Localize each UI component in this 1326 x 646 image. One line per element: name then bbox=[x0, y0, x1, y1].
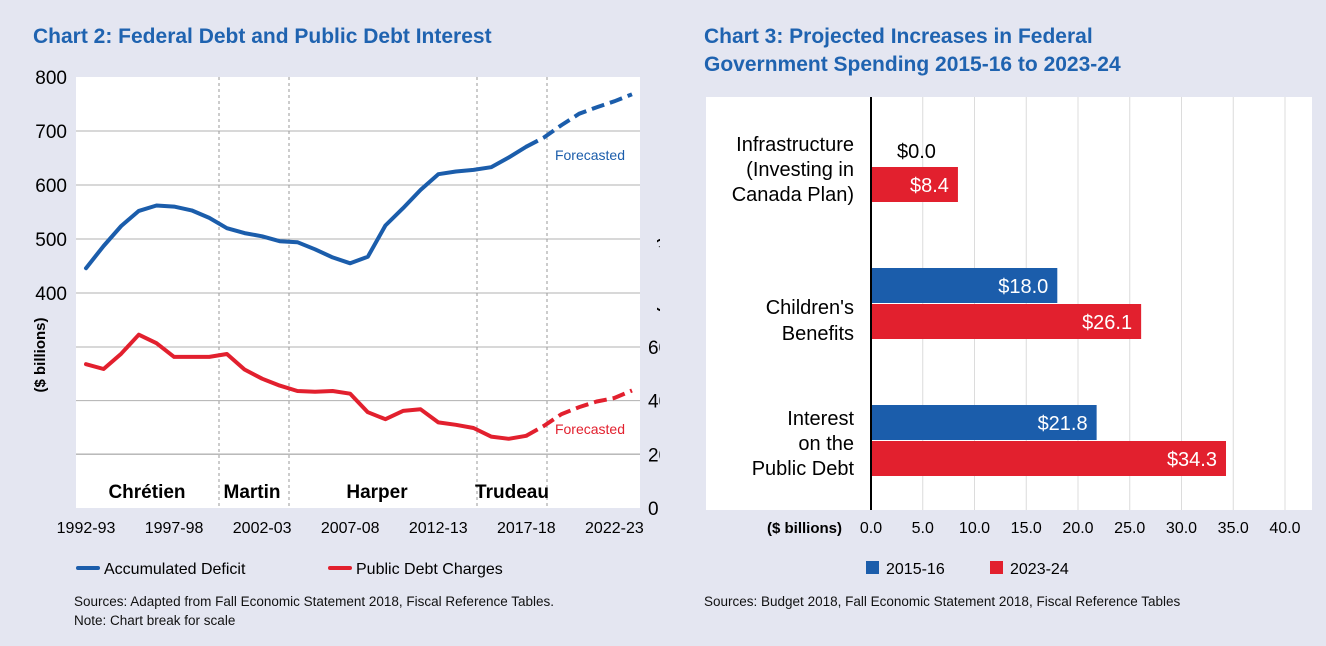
chart2-legend-label: Accumulated Deficit bbox=[104, 561, 246, 578]
chart2-forecast-annotation: Forecasted bbox=[555, 421, 625, 437]
chart2-y-right-tick-label: 60 bbox=[648, 338, 660, 359]
chart3-x-axis-title: ($ billions) bbox=[767, 520, 842, 537]
chart2-x-tick-label: 2017-18 bbox=[497, 520, 556, 537]
chart3-legend-label: 2023-24 bbox=[1010, 561, 1069, 578]
chart3-sources: Sources: Budget 2018, Fall Economic Stat… bbox=[704, 594, 1181, 609]
chart3-category-label: Infrastructure bbox=[736, 134, 854, 156]
chart2-y-right-tick-label: 20 bbox=[648, 445, 660, 466]
chart3-category-label: Benefits bbox=[782, 323, 854, 345]
chart3-bar bbox=[871, 268, 1058, 303]
chart3-bar-value-label: $18.0 bbox=[998, 276, 1048, 298]
chart2-y-right-axis-title: ($ billions) bbox=[656, 238, 660, 313]
chart3-x-tick-label: 30.0 bbox=[1166, 520, 1197, 537]
chart3-bar-value-label: $8.4 bbox=[910, 175, 949, 197]
chart2-y-left-tick-label: 400 bbox=[35, 284, 67, 305]
chart3-x-tick-label: 5.0 bbox=[912, 520, 934, 537]
chart3-category-label: (Investing in bbox=[746, 159, 854, 181]
chart3-x-tick-label: 10.0 bbox=[959, 520, 990, 537]
chart2-era-label: Trudeau bbox=[475, 482, 549, 503]
chart2-y-left-tick-label: 600 bbox=[35, 176, 67, 197]
chart2-series-line-forecast bbox=[525, 92, 633, 149]
chart2-x-tick-label: 2012-13 bbox=[409, 520, 468, 537]
chart3-bar bbox=[871, 304, 1142, 339]
chart2-y-left-tick-label: 800 bbox=[35, 68, 67, 89]
chart3-category-label: Public Debt bbox=[752, 458, 855, 480]
chart2-y-right-tick-label: 0 bbox=[648, 499, 659, 520]
chart2-x-tick-label: 2022-23 bbox=[585, 520, 644, 537]
chart2-legend-label: Public Debt Charges bbox=[356, 561, 503, 578]
chart2-note: Note: Chart break for scale bbox=[74, 613, 236, 628]
chart2-sources: Sources: Adapted from Fall Economic Stat… bbox=[74, 594, 554, 609]
chart3-bar-value-label: $26.1 bbox=[1082, 312, 1132, 334]
chart3-x-tick-label: 15.0 bbox=[1011, 520, 1042, 537]
chart3-category-label: Canada Plan) bbox=[732, 184, 854, 206]
chart3-legend-swatch bbox=[990, 561, 1003, 574]
chart2-x-tick-label: 1997-98 bbox=[145, 520, 204, 537]
chart3-title-line2: Government Spending 2015-16 to 2023-24 bbox=[704, 53, 1121, 76]
chart2-forecast-annotation: Forecasted bbox=[555, 147, 625, 163]
chart2-x-tick-label: 1992-93 bbox=[57, 520, 116, 537]
chart2-era-label: Martin bbox=[224, 482, 281, 503]
chart2-x-tick-label: 2002-03 bbox=[233, 520, 292, 537]
chart3-x-tick-label: 35.0 bbox=[1218, 520, 1249, 537]
chart2-series-line-actual bbox=[84, 332, 529, 441]
chart3-category-label: Children's bbox=[766, 297, 854, 319]
chart3-x-tick-label: 0.0 bbox=[860, 520, 882, 537]
chart2-series-line-actual bbox=[84, 144, 529, 271]
chart2-era-label: Harper bbox=[346, 482, 408, 503]
chart2-y-left-tick-label: 500 bbox=[35, 230, 67, 251]
chart3-x-tick-label: 20.0 bbox=[1062, 520, 1093, 537]
chart3-bar-value-label: $34.3 bbox=[1167, 449, 1217, 471]
chart3-bar bbox=[871, 167, 958, 202]
chart3-category-label: Interest bbox=[787, 408, 854, 430]
chart2-era-label: Chrétien bbox=[108, 482, 185, 503]
chart3-bar-value-label: $0.0 bbox=[897, 141, 936, 163]
chart3-x-tick-label: 40.0 bbox=[1269, 520, 1300, 537]
chart3-title-line1: Chart 3: Projected Increases in Federal bbox=[704, 25, 1093, 48]
chart3-bar-value-label: $21.8 bbox=[1038, 413, 1088, 435]
chart3-legend-label: 2015-16 bbox=[886, 561, 945, 578]
chart3-legend-swatch bbox=[866, 561, 879, 574]
chart2-line-chart: 400 500 600 700 800 0 20 40 60 ($ billions) ($ bil… bbox=[32, 68, 660, 578]
chart3-bar bbox=[871, 405, 1097, 440]
chart2-title: Chart 2: Federal Debt and Public Debt In… bbox=[33, 25, 492, 48]
chart3-x-tick-label: 25.0 bbox=[1114, 520, 1145, 537]
chart2-x-tick-label: 2007-08 bbox=[321, 520, 380, 537]
chart2-y-left-axis-title: ($ billions) bbox=[32, 317, 49, 392]
chart2-y-right-tick-label: 40 bbox=[648, 392, 660, 413]
chart2-y-left-tick-label: 700 bbox=[35, 122, 67, 143]
chart3-bar bbox=[871, 441, 1227, 476]
chart3-category-label: on the bbox=[798, 433, 854, 455]
chart2-series-line-forecast bbox=[525, 388, 633, 438]
